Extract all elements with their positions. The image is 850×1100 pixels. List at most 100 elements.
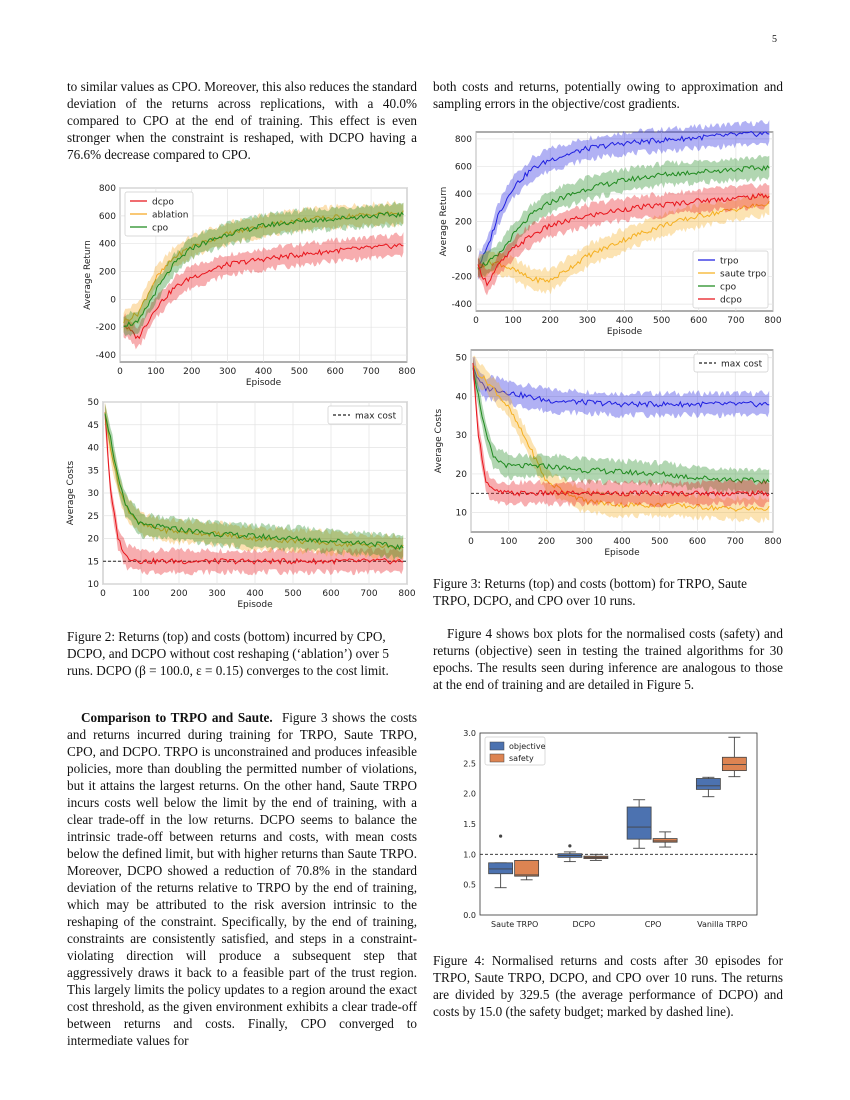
y-tick-label: -400	[452, 300, 473, 310]
legend-box	[692, 250, 769, 309]
x-tick-label: 0	[473, 316, 479, 326]
right-paragraph-2-text: Figure 4 shows box plots for the normali…	[433, 626, 783, 692]
series-line-saute-trpo	[477, 200, 770, 284]
figure-3-caption: Figure 3: Returns (top) and costs (botto…	[433, 576, 748, 608]
series-line-cpo	[477, 164, 770, 270]
box-safety	[721, 756, 747, 772]
series-line-dcpo	[123, 243, 404, 340]
y-tick-label: -400	[96, 351, 117, 361]
series-line-dcpo	[477, 192, 770, 287]
series-band-cpo	[123, 201, 404, 337]
x-tick-label: 600	[327, 367, 344, 377]
y-tick-label: 40	[88, 444, 100, 454]
y-tick-label: 800	[455, 135, 472, 145]
y-tick-label: 600	[99, 212, 116, 222]
x-tick-label: 400	[255, 367, 272, 377]
x-tick-label: 100	[505, 316, 522, 326]
left-paragraph-2: Comparison to TRPO and Saute. Figure 3 s…	[67, 709, 417, 1049]
x-tick-label: 800	[764, 537, 781, 547]
x-tick-label: 700	[727, 316, 744, 326]
series-band-ablation	[123, 200, 404, 334]
series-line-saute-trpo	[472, 365, 770, 512]
series-line-cpo	[123, 211, 404, 328]
x-tick-label: 700	[363, 367, 380, 377]
y-tick-label: 2.0	[463, 790, 476, 799]
y-tick-label: -200	[452, 273, 473, 283]
y-tick-label: 400	[99, 240, 116, 250]
left-paragraph-2-text: Figure 3 shows the costs and returns inc…	[67, 710, 417, 1048]
series-band-dcpo	[477, 183, 770, 296]
legend-swatch	[489, 753, 505, 763]
x-tick-label: 300	[576, 537, 593, 547]
y-tick-label: -200	[96, 323, 117, 333]
series-band-cpo	[104, 403, 404, 560]
legend-label: dcpo	[720, 296, 742, 306]
series-line-cpo	[104, 413, 404, 551]
series-line-cpo	[472, 367, 770, 485]
x-tick-label: 100	[500, 537, 517, 547]
x-tick-label: 300	[208, 589, 225, 599]
x-tick-label: 0	[468, 537, 474, 547]
x-tick-label: 600	[690, 316, 707, 326]
x-axis-label: Episode	[607, 327, 643, 337]
figure-3-costs-chart: 0 100 200 300 400 500 600 700 800 10 20 30 40 50 Episo…	[434, 349, 782, 558]
legend-label: max cost	[721, 360, 763, 370]
y-axis-label: Average Return	[439, 187, 449, 257]
page-number: 5	[772, 34, 777, 45]
x-tick-label: 400	[246, 589, 263, 599]
x-tick-label: 800	[398, 589, 415, 599]
x-tick-label: Saute TRPO	[491, 920, 538, 929]
x-tick-label: 800	[764, 316, 781, 326]
legend-label: dcpo	[152, 198, 174, 208]
y-axis-label: Average Costs	[434, 408, 444, 473]
legend-box	[693, 353, 769, 373]
x-tick-label: DCPO	[572, 920, 595, 929]
figure-4-caption: Figure 4: Normalised returns and costs a…	[433, 953, 783, 1019]
x-tick-label: 800	[398, 367, 415, 377]
x-tick-label: Vanilla TRPO	[697, 920, 748, 929]
legend-label: trpo	[720, 257, 739, 267]
y-tick-label: 600	[455, 162, 472, 172]
x-tick-label: 600	[322, 589, 339, 599]
y-axis-label: Average Return	[83, 240, 93, 310]
y-tick-label: 0.5	[463, 881, 476, 890]
x-tick-label: CPO	[645, 920, 662, 929]
x-tick-label: 200	[538, 537, 555, 547]
series-line-trpo	[472, 366, 770, 409]
y-tick-label: 40	[456, 392, 468, 402]
series-line-dcpo	[472, 362, 770, 497]
figure-3-returns-chart: 0 100 200 300 400 500 600 700 800 -400 -200 0 200 400…	[439, 120, 782, 337]
legend-label: saute trpo	[720, 270, 767, 280]
x-tick-label: 200	[170, 589, 187, 599]
y-tick-label: 35	[88, 466, 99, 476]
x-axis-label: Episode	[237, 600, 273, 610]
box-safety	[514, 859, 540, 877]
legend-label: objective	[509, 742, 546, 751]
x-tick-label: 0	[117, 367, 123, 377]
y-tick-label: 0.0	[463, 911, 476, 920]
x-tick-label: 400	[613, 537, 630, 547]
x-tick-label: 300	[219, 367, 236, 377]
figure-4-box-chart: 0.0 0.5 1.0 1.5 2.0 2.5 3.0 Saute TRPO DCPO CPO Va…	[463, 729, 758, 929]
legend-label: max cost	[355, 412, 397, 422]
box-objective	[626, 806, 652, 840]
y-tick-label: 20	[88, 535, 100, 545]
series-line-trpo	[477, 130, 770, 269]
x-axis-label: Episode	[246, 378, 282, 388]
y-tick-label: 20	[456, 470, 468, 480]
y-tick-label: 200	[455, 218, 472, 228]
figure-2-costs-chart: 0 100 200 300 400 500 600 700 800 10 15 20 25 30 35 40 4…	[66, 398, 416, 610]
series-band-dcpo	[104, 403, 404, 576]
y-tick-label: 3.0	[463, 729, 476, 738]
x-tick-label: 500	[651, 537, 668, 547]
y-tick-label: 1.0	[463, 850, 476, 859]
series-band-ablation	[104, 402, 404, 562]
y-tick-label: 400	[455, 190, 472, 200]
y-tick-label: 50	[456, 354, 468, 364]
series-line-dcpo	[104, 412, 404, 566]
x-tick-label: 600	[689, 537, 706, 547]
x-tick-label: 700	[360, 589, 377, 599]
x-tick-label: 500	[653, 316, 670, 326]
legend-box	[327, 405, 403, 425]
section-heading: Comparison to TRPO and Saute.	[81, 710, 273, 725]
